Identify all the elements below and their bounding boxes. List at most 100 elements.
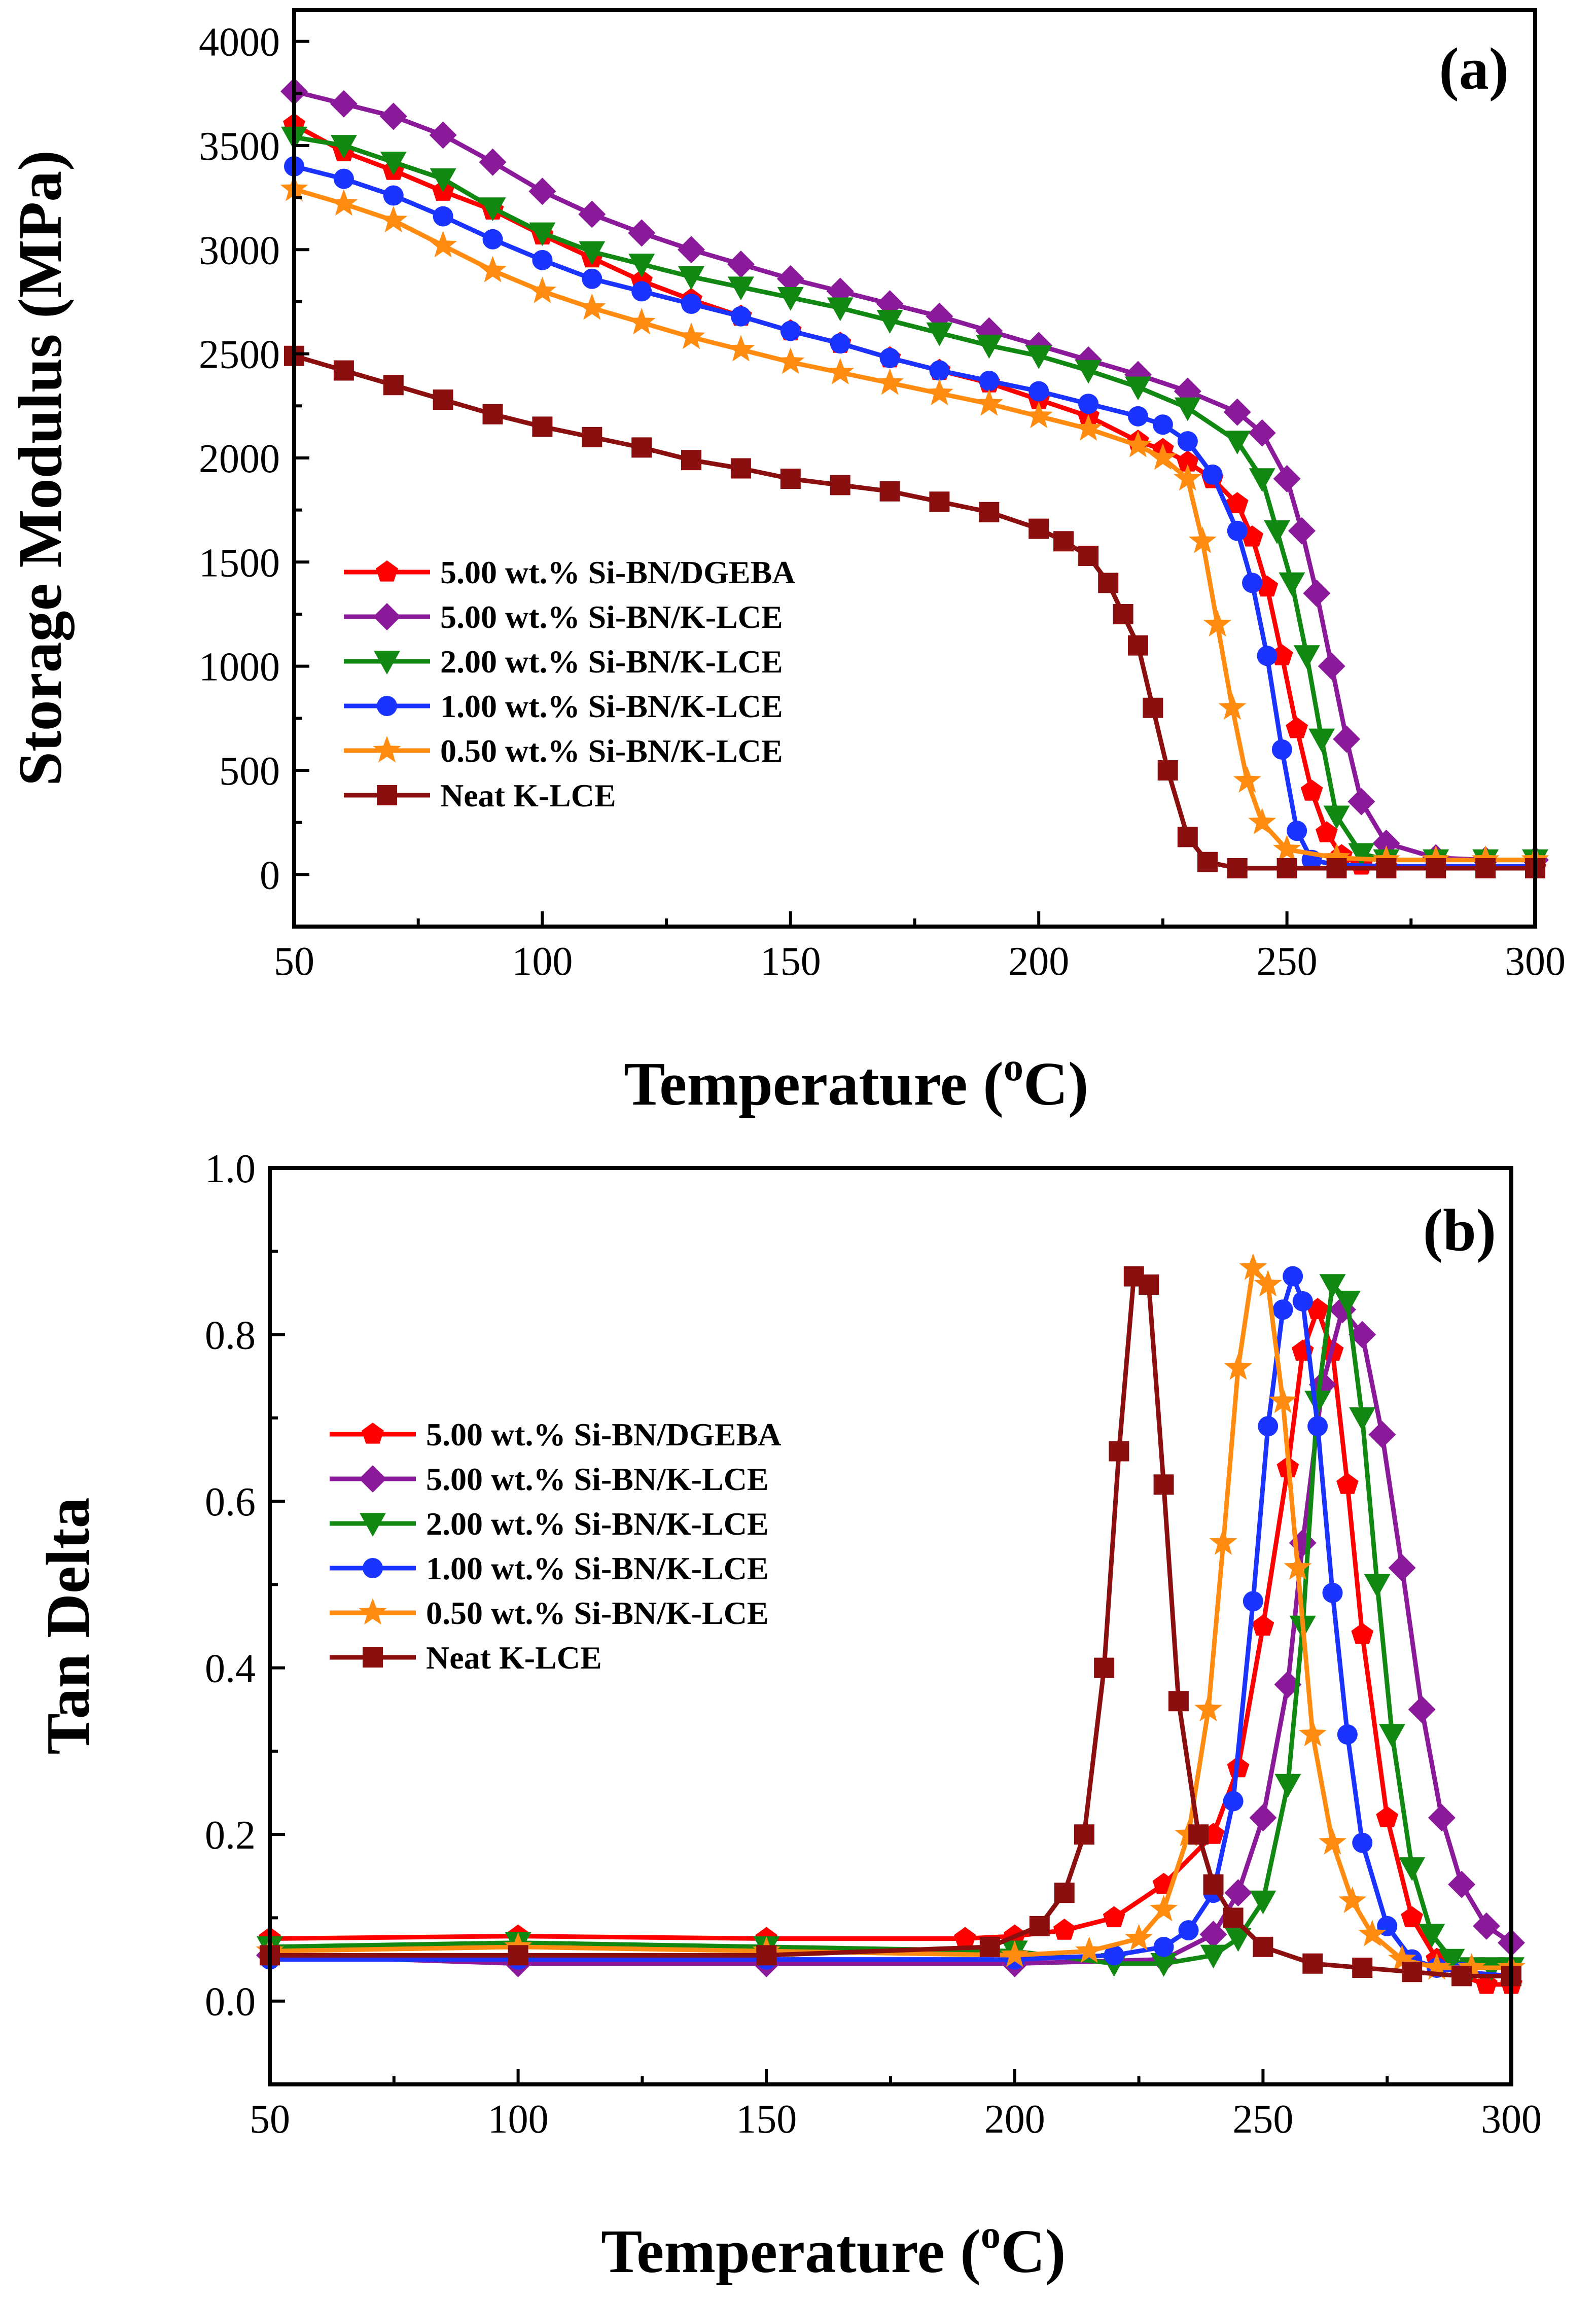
data-point — [1168, 1691, 1189, 1712]
data-point — [1199, 1921, 1227, 1948]
data-point — [1307, 1416, 1328, 1437]
data-point — [876, 310, 903, 334]
legend-item: 5.00 wt.% Si-BN/K-LCE — [344, 599, 783, 635]
data-point — [1271, 739, 1292, 760]
data-point — [1054, 1883, 1075, 1903]
x-tick-label: 250 — [1257, 939, 1318, 984]
data-point — [1273, 835, 1301, 862]
data-point — [1428, 1804, 1456, 1832]
data-point — [1274, 1774, 1301, 1798]
series-5 — [284, 345, 1545, 878]
data-point — [482, 229, 503, 250]
panel-b-series — [256, 1253, 1526, 1994]
data-point — [777, 287, 804, 311]
data-point — [780, 469, 801, 489]
data-point — [1224, 1353, 1252, 1380]
data-point — [1292, 1291, 1313, 1311]
data-point — [780, 321, 801, 341]
data-point — [1333, 725, 1361, 753]
legend-label: 0.50 wt.% Si-BN/K-LCE — [440, 733, 783, 769]
panel-b-y-ticks: 0.0 0.2 0.4 0.6 0.8 1.0 — [205, 1147, 285, 2025]
data-point — [1113, 604, 1133, 624]
data-point — [631, 281, 652, 302]
data-point — [333, 168, 354, 189]
x-tick-label: 50 — [250, 2097, 290, 2142]
series-4 — [280, 174, 1549, 872]
series-line — [270, 1274, 1511, 1978]
data-point — [1302, 1953, 1323, 1974]
panel-b-x-ticks: 50 100 150 200 250 300 — [250, 2069, 1542, 2142]
panel-a-y-ticks: 0 500 1000 1500 2000 2500 3000 3500 4000 — [199, 20, 309, 898]
data-point — [1257, 646, 1278, 666]
data-point — [776, 265, 804, 293]
data-point — [677, 322, 705, 349]
data-point — [678, 266, 704, 290]
series-1 — [256, 1296, 1525, 1977]
x-tick-label: 100 — [512, 939, 573, 984]
data-point — [826, 358, 855, 384]
data-point — [979, 371, 1000, 392]
data-point — [681, 294, 702, 314]
data-point — [333, 360, 354, 381]
panel-a-x-axis-title: Temperature (oC) — [624, 1045, 1089, 1118]
data-point — [1223, 1791, 1244, 1812]
data-point — [1249, 468, 1275, 492]
data-point — [1473, 1912, 1500, 1940]
data-point — [433, 206, 453, 227]
data-point — [1177, 431, 1198, 452]
legend-marker — [359, 1465, 386, 1493]
legend-marker — [360, 1513, 386, 1537]
data-point — [730, 458, 751, 479]
data-point — [1288, 517, 1316, 545]
data-point — [1351, 1622, 1374, 1644]
data-point — [1153, 1936, 1174, 1957]
legend-marker — [377, 696, 397, 716]
data-point — [1426, 858, 1446, 878]
data-point — [429, 231, 457, 258]
data-point — [1399, 1857, 1426, 1881]
data-point — [879, 347, 900, 368]
legend-label: 0.50 wt.% Si-BN/K-LCE — [426, 1595, 769, 1631]
panel-a-series — [280, 78, 1549, 878]
x-tick-label: 300 — [1505, 939, 1566, 984]
data-point — [979, 502, 1000, 522]
data-point — [1352, 1832, 1373, 1853]
data-point — [1272, 1299, 1293, 1320]
data-point — [1194, 1694, 1223, 1722]
panel-b-y-axis-title: Tan Delta — [34, 1497, 102, 1754]
data-point — [1128, 635, 1148, 656]
y-tick-label: 0.2 — [205, 1813, 256, 1858]
data-point — [1264, 520, 1290, 544]
data-point — [1127, 406, 1148, 427]
data-point — [1104, 1945, 1124, 1966]
data-point — [1323, 805, 1350, 830]
y-tick-label: 3000 — [199, 228, 280, 273]
data-point — [1451, 1966, 1472, 1987]
series-line — [269, 1307, 1513, 1966]
data-point — [827, 297, 854, 322]
y-tick-label: 1500 — [199, 541, 280, 585]
data-point — [1152, 414, 1173, 435]
data-point — [1337, 1724, 1358, 1745]
data-point — [1203, 610, 1232, 636]
legend-label: 1.00 wt.% Si-BN/K-LCE — [426, 1550, 769, 1586]
data-point — [1149, 443, 1177, 470]
data-point — [379, 205, 408, 233]
y-tick-label: 2000 — [199, 437, 280, 481]
series-line — [293, 122, 1535, 871]
data-point — [1402, 1962, 1423, 1982]
data-point — [1300, 779, 1323, 801]
data-point — [429, 121, 457, 149]
data-point — [532, 416, 553, 437]
data-point — [1109, 1441, 1129, 1462]
data-point — [379, 102, 407, 130]
panel-a-tag: (a) — [1439, 36, 1509, 102]
data-point — [478, 256, 507, 282]
data-point — [1248, 807, 1276, 835]
legend-label: 1.00 wt.% Si-BN/K-LCE — [440, 688, 783, 724]
data-point — [730, 306, 751, 327]
data-point — [1143, 697, 1163, 718]
legend-marker — [373, 736, 401, 763]
data-point — [578, 293, 606, 320]
data-point — [979, 1936, 1000, 1957]
